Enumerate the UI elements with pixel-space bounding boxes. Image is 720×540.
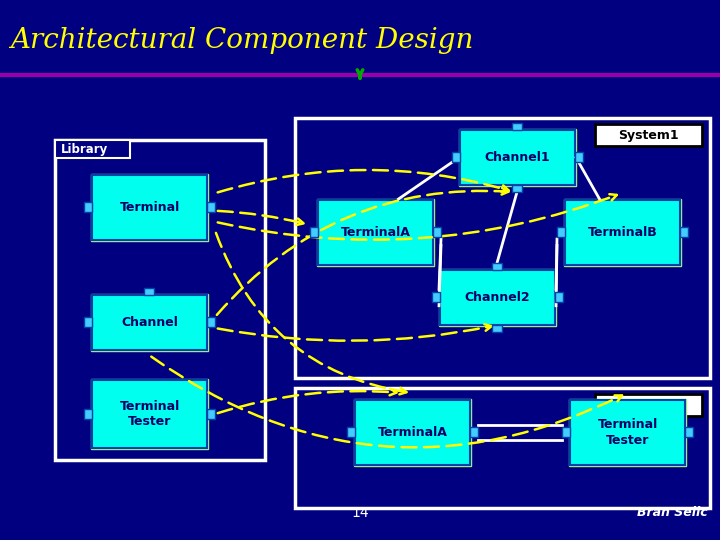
Bar bbox=[564, 199, 681, 266]
Bar bbox=[685, 427, 693, 437]
Bar bbox=[452, 152, 460, 162]
Bar bbox=[595, 124, 702, 146]
Text: TerminalA: TerminalA bbox=[377, 426, 447, 439]
Bar bbox=[433, 227, 441, 237]
Bar bbox=[84, 202, 92, 212]
Bar bbox=[144, 288, 154, 295]
Bar bbox=[317, 199, 434, 266]
Bar bbox=[565, 200, 680, 265]
Bar bbox=[595, 394, 702, 416]
Bar bbox=[347, 427, 355, 437]
Bar bbox=[207, 317, 215, 327]
Bar bbox=[492, 263, 502, 270]
Bar bbox=[91, 174, 208, 241]
Text: 14: 14 bbox=[351, 506, 369, 520]
Text: Terminal
Tester: Terminal Tester bbox=[120, 400, 179, 428]
Text: Bran Selic: Bran Selic bbox=[637, 507, 708, 519]
Bar bbox=[91, 379, 208, 449]
Bar bbox=[318, 200, 433, 265]
Bar bbox=[460, 130, 575, 185]
Text: Terminal
Tester: Terminal Tester bbox=[598, 418, 657, 447]
Text: Channel: Channel bbox=[121, 316, 178, 329]
Text: Terminal: Terminal bbox=[120, 201, 179, 214]
Text: TerminalA: TerminalA bbox=[341, 226, 410, 239]
Bar bbox=[207, 409, 215, 419]
Text: TerminalB: TerminalB bbox=[588, 226, 657, 239]
Bar bbox=[439, 269, 556, 326]
Bar bbox=[92, 295, 207, 350]
Bar bbox=[570, 400, 685, 465]
Bar bbox=[207, 202, 215, 212]
Text: Channel2: Channel2 bbox=[464, 291, 531, 304]
Bar bbox=[569, 399, 686, 466]
Bar bbox=[459, 129, 576, 186]
Bar bbox=[557, 227, 565, 237]
Bar bbox=[440, 270, 555, 325]
Bar bbox=[562, 427, 570, 437]
Bar bbox=[55, 140, 130, 158]
Bar bbox=[84, 409, 92, 419]
Text: Library: Library bbox=[61, 143, 108, 156]
Bar bbox=[555, 292, 563, 302]
Bar bbox=[295, 388, 710, 508]
Bar bbox=[310, 227, 318, 237]
Bar bbox=[0, 487, 720, 540]
Text: Architectural Component Design: Architectural Component Design bbox=[10, 26, 473, 53]
Bar bbox=[92, 175, 207, 240]
Bar bbox=[512, 123, 522, 130]
Text: Channel1: Channel1 bbox=[485, 151, 550, 164]
Bar bbox=[55, 140, 265, 460]
Bar bbox=[470, 427, 478, 437]
Bar bbox=[355, 400, 470, 465]
Bar bbox=[84, 317, 92, 327]
Bar bbox=[295, 118, 710, 378]
Bar bbox=[492, 325, 502, 332]
Bar bbox=[92, 380, 207, 448]
Bar bbox=[680, 227, 688, 237]
Bar bbox=[512, 185, 522, 192]
Bar bbox=[0, 0, 720, 75]
Text: System2: System2 bbox=[618, 399, 678, 411]
Bar bbox=[575, 152, 583, 162]
Bar bbox=[432, 292, 440, 302]
Bar bbox=[91, 294, 208, 351]
Bar bbox=[354, 399, 471, 466]
Text: System1: System1 bbox=[618, 129, 678, 141]
